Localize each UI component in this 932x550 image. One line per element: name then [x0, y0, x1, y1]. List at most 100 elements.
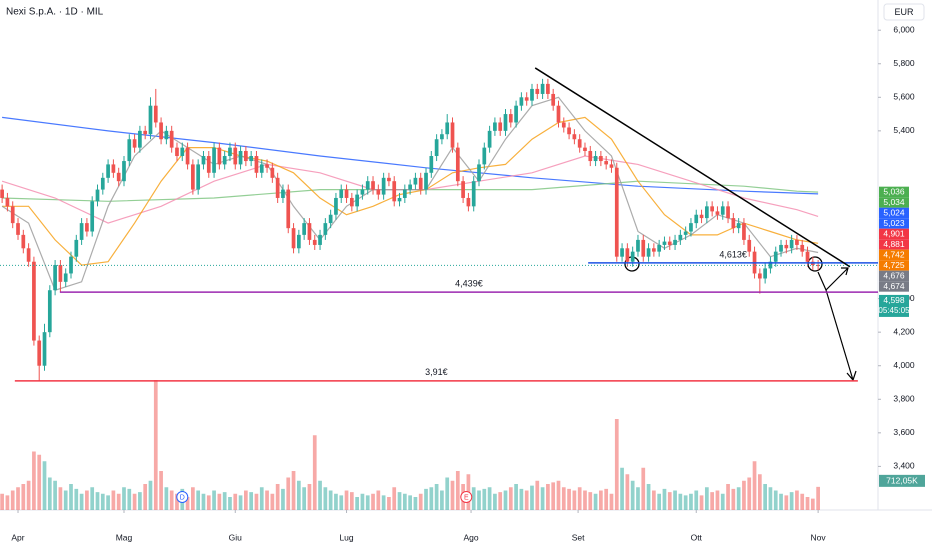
volume-bar	[810, 498, 815, 510]
volume-bar	[85, 490, 89, 510]
y-tick-label: 6,000	[893, 24, 915, 34]
volume-bar	[302, 487, 307, 510]
volume-bar	[233, 493, 238, 510]
volume-bar	[74, 488, 79, 510]
volume-bar	[26, 480, 31, 510]
price-tag	[879, 249, 909, 261]
candle-body	[344, 189, 349, 198]
volume-bar	[323, 487, 328, 510]
candle-body	[646, 248, 651, 257]
volume-bar	[47, 477, 52, 510]
candle-body	[625, 248, 630, 262]
volume-bar	[212, 490, 216, 510]
volume-bar	[201, 493, 206, 510]
candle-body	[296, 234, 301, 249]
volume-bar	[583, 490, 587, 510]
candle-body	[233, 147, 238, 165]
volume-bar	[376, 490, 381, 510]
price-tag	[879, 197, 909, 208]
volume-bar	[413, 497, 418, 510]
price-tag	[879, 239, 909, 250]
x-tick-label: Apr	[11, 532, 24, 542]
event-label: D	[180, 494, 185, 501]
candle-body	[21, 234, 26, 249]
candle-body	[138, 130, 142, 148]
candle-body	[222, 156, 227, 165]
candle-body	[429, 156, 434, 173]
volume-bar	[408, 495, 412, 510]
candle-body	[657, 244, 662, 252]
y-tick-label: 5,800	[893, 58, 915, 68]
candle-body	[699, 214, 704, 219]
price-tag-label: 4,901	[883, 229, 905, 239]
candle-body	[530, 88, 534, 101]
volume-bar	[106, 495, 110, 510]
y-tick-label: 3,800	[893, 394, 915, 404]
candle-body	[683, 231, 688, 235]
candle-body	[779, 244, 783, 252]
candle-body	[244, 150, 248, 162]
price-tag-label: 4,725	[883, 260, 905, 270]
candle-body	[689, 223, 693, 232]
candle-body	[26, 248, 31, 262]
volume-bar	[143, 484, 148, 510]
volume-bar	[392, 487, 397, 510]
price-tag	[879, 281, 909, 292]
volume-bar	[540, 487, 545, 510]
candle-body	[185, 147, 190, 165]
candle-body	[206, 156, 211, 173]
candle-body	[508, 114, 513, 123]
candle-body	[286, 189, 291, 229]
candle-body	[710, 206, 715, 212]
volume-bar	[742, 480, 746, 510]
price-tag-label: 4,676	[883, 271, 905, 281]
y-tick-label: 5,600	[893, 92, 915, 102]
currency-box[interactable]	[883, 3, 925, 21]
moving-average	[1, 96, 819, 291]
volume-bar	[418, 493, 423, 510]
volume-bar	[445, 477, 450, 510]
volume-bar	[307, 484, 312, 510]
candle-body	[318, 234, 322, 245]
volume-bar	[636, 487, 640, 510]
volume-pane	[0, 380, 820, 510]
projection-arrows	[817, 267, 857, 382]
volume-bar	[148, 480, 153, 510]
volume-bar	[503, 490, 508, 510]
volume-bar	[402, 493, 407, 510]
candle-body	[143, 130, 148, 135]
volume-bar	[339, 495, 344, 510]
volume-bar	[673, 490, 677, 510]
volume-bar	[281, 488, 285, 510]
candle-body	[408, 184, 412, 190]
volume-bar	[498, 492, 503, 510]
candle-body	[365, 181, 370, 190]
volume-bar	[450, 480, 455, 510]
candle-body	[630, 251, 635, 262]
volume-bar	[206, 495, 211, 510]
volume-bar	[132, 493, 137, 510]
candle-body	[32, 261, 36, 341]
candle-body	[440, 134, 444, 140]
volume-bar	[482, 488, 487, 510]
candle-body	[275, 177, 280, 198]
candle-body	[328, 214, 333, 224]
candle-body	[461, 181, 465, 198]
volume-bar	[789, 492, 794, 510]
volume-bar	[138, 492, 142, 510]
volume-bar	[244, 490, 248, 510]
candle-body	[376, 189, 381, 195]
volume-bar	[667, 492, 672, 510]
volume-bar	[440, 490, 444, 510]
volume-bar	[593, 493, 598, 510]
candle-body	[191, 164, 195, 190]
volume-bar	[58, 487, 63, 510]
volume-bar	[614, 419, 619, 510]
candle-body	[493, 122, 497, 131]
candle-body	[127, 139, 132, 162]
candle-body	[175, 147, 179, 157]
candle-body	[556, 105, 561, 123]
highlight-circle	[807, 256, 823, 272]
volume-bar	[493, 493, 497, 510]
